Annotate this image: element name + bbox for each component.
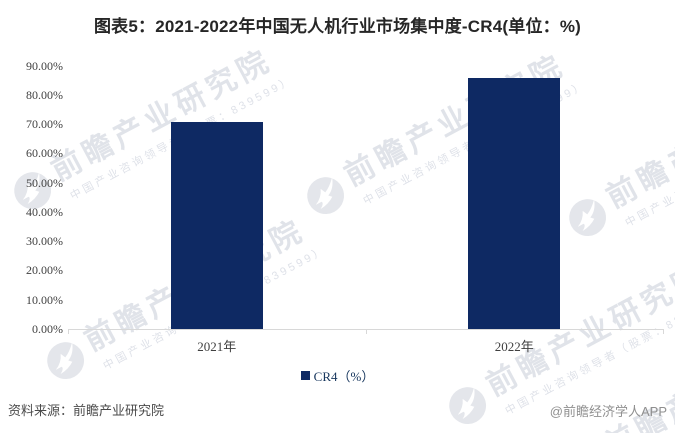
legend-label: CR4（%）: [313, 369, 375, 384]
y-axis-tick-label: 30.00%: [26, 234, 63, 249]
y-axis-tick-label: 70.00%: [26, 117, 63, 132]
y-axis-tick-label: 50.00%: [26, 175, 63, 190]
y-axis-tick-label: 60.00%: [26, 146, 63, 161]
y-axis-tick-label: 20.00%: [26, 263, 63, 278]
credit-note: @前瞻经济学人APP: [549, 404, 667, 419]
chart-title: 图表5：2021-2022年中国无人机行业市场集中度-CR4(单位：%): [93, 17, 582, 36]
legend: CR4（%）: [0, 366, 675, 385]
source-note: 资料来源：前瞻产业研究院: [8, 403, 165, 418]
y-axis-tick-label: 0.00%: [32, 322, 63, 336]
bar-2022年: [468, 77, 561, 329]
y-axis-tick-label: 80.00%: [26, 87, 63, 102]
x-axis-category-label: 2022年: [494, 339, 534, 354]
x-axis-tick: [365, 329, 367, 334]
x-axis-tick: [68, 329, 69, 334]
y-axis-tick-label: 90.00%: [26, 58, 63, 73]
legend-swatch: [300, 371, 310, 380]
x-axis-tick: [663, 329, 664, 334]
bar-2021年: [170, 121, 263, 329]
x-axis-category-label: 2021年: [197, 339, 237, 354]
y-axis-tick-label: 40.00%: [26, 204, 63, 219]
y-axis-tick-label: 10.00%: [26, 292, 63, 307]
